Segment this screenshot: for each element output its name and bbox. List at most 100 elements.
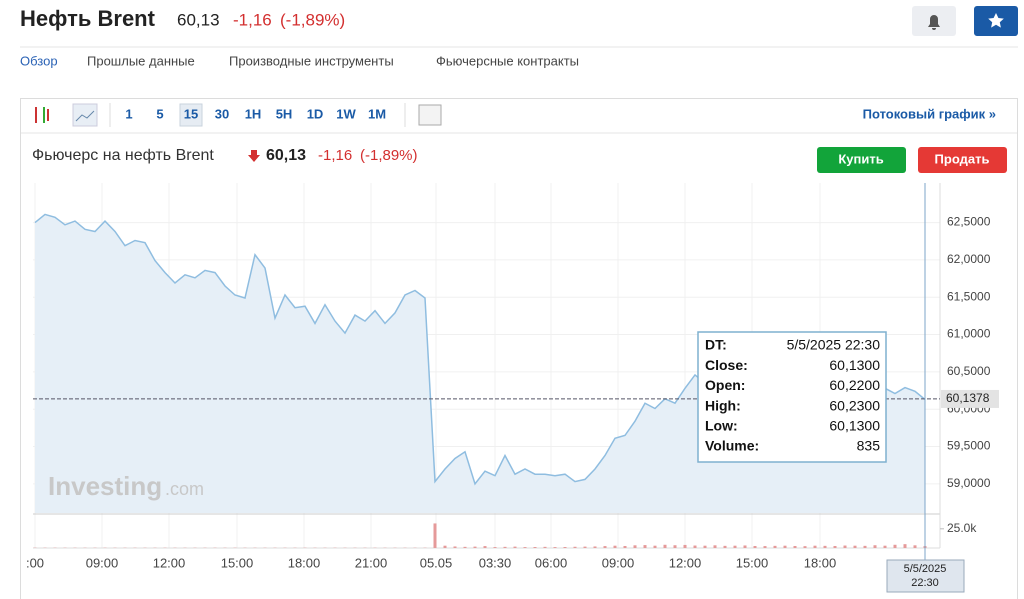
last-price-box <box>941 389 999 408</box>
x-tick-label: 06:00 <box>535 555 568 570</box>
watermark-suffix: .com <box>165 479 204 499</box>
x-tick-label: 09:00 <box>602 555 635 570</box>
volume-bar <box>453 546 457 548</box>
buy-label[interactable]: Купить <box>838 151 883 166</box>
volume-bar <box>813 545 817 548</box>
tooltip-value: 60,2200 <box>829 377 880 393</box>
x-tick-label: 05.05 <box>420 555 453 570</box>
interval[interactable]: 5 <box>156 106 163 121</box>
volume-bar <box>903 544 907 548</box>
x-tick-label: 12:00 <box>153 555 186 570</box>
x-tick-label: 09:00 <box>86 555 119 570</box>
volume-bar <box>783 545 787 548</box>
x-tick-label: 18:00 <box>804 555 837 570</box>
volume-bar <box>463 546 467 548</box>
volume-bar <box>773 545 777 548</box>
candle-icon[interactable] <box>35 107 49 123</box>
volume-bar <box>583 546 587 548</box>
tooltip-value: 5/5/2025 22:30 <box>787 337 881 353</box>
volume-bar <box>703 545 707 548</box>
sell-button[interactable] <box>918 147 1007 173</box>
sell-label[interactable]: Продать <box>935 151 990 166</box>
chart-panel <box>20 98 1018 599</box>
active-interval <box>179 103 203 127</box>
volume-bar <box>633 545 637 548</box>
volume-bar <box>643 545 647 548</box>
volume-bar <box>603 546 607 548</box>
volume-bar <box>863 545 867 548</box>
volume-bar <box>833 546 837 548</box>
tooltip-value: 60,1300 <box>829 357 880 373</box>
volume-bar <box>723 545 727 548</box>
volume-bar <box>753 546 757 548</box>
x-tick-label: 03:30 <box>479 555 512 570</box>
interval[interactable]: 1 <box>125 106 132 121</box>
stream-link[interactable]: Потоковый график » <box>863 106 996 121</box>
tooltip-key: Volume: <box>705 438 759 454</box>
area-icon[interactable] <box>72 103 98 127</box>
volume-bar <box>613 545 617 548</box>
interval[interactable]: 1H <box>245 106 262 121</box>
volume-bar <box>623 546 627 548</box>
watermark: Investing <box>48 471 162 501</box>
tooltip-key: Open: <box>705 377 745 393</box>
table-icon[interactable] <box>418 104 442 126</box>
volume-bar <box>743 545 747 548</box>
volume-bar <box>763 546 767 548</box>
chart-price: 60,13 <box>266 147 306 164</box>
chart-change-pct: (-1,89%) <box>360 147 418 164</box>
interval[interactable]: 1M <box>368 106 386 121</box>
volume-bar <box>713 545 717 548</box>
crosshair-time: 22:30 <box>911 577 939 589</box>
tooltip-key: Low: <box>705 418 738 434</box>
buy-button[interactable] <box>817 147 906 173</box>
y-tick-label: 62,0000 <box>947 252 991 266</box>
volume-bar <box>803 546 807 548</box>
x-tick-label: 12:00 <box>669 555 702 570</box>
interval[interactable]: 1W <box>336 106 356 121</box>
y-tick-label: 59,0000 <box>947 476 991 490</box>
tooltip-key: DT: <box>705 337 727 353</box>
volume-bar <box>503 546 507 548</box>
tab[interactable]: Прошлые данные <box>87 53 195 68</box>
volume-bar <box>873 545 877 548</box>
volume-bar <box>893 544 897 548</box>
x-tick-label: :00 <box>26 555 44 570</box>
volume-bar <box>573 546 577 548</box>
tab[interactable]: Производные инструменты <box>229 53 394 68</box>
interval[interactable]: 30 <box>215 106 229 121</box>
y-tick-label: 60,5000 <box>947 364 991 378</box>
star-icon <box>988 13 1004 28</box>
volume-bar <box>473 546 477 548</box>
volume-bar <box>553 547 557 548</box>
price: 60,13 <box>177 10 220 29</box>
interval[interactable]: 5H <box>276 106 293 121</box>
tooltip <box>697 331 887 463</box>
tooltip-value: 60,1300 <box>829 418 880 434</box>
chart-change: -1,16 <box>318 147 352 164</box>
y-tick-label: 62,5000 <box>947 215 991 229</box>
y-tick-label: 61,5000 <box>947 289 991 303</box>
tab[interactable]: Обзор <box>20 53 58 68</box>
tooltip-value: 60,2300 <box>829 397 880 413</box>
volume-bar <box>883 545 887 548</box>
x-tick-label: 15:00 <box>736 555 769 570</box>
volume-bar <box>483 546 487 548</box>
volume-bar <box>673 545 677 548</box>
volume-bar <box>683 544 687 548</box>
change: -1,16 <box>233 10 272 29</box>
interval[interactable]: 15 <box>184 106 198 121</box>
interval[interactable]: 1D <box>307 106 324 121</box>
crosshair-box <box>886 559 965 593</box>
volume-bar <box>823 545 827 548</box>
tab[interactable]: Фьючерсные контракты <box>436 53 579 68</box>
volume-bar <box>733 545 737 548</box>
volume-bar <box>913 545 917 548</box>
volume-bar <box>663 544 667 548</box>
volume-bar <box>793 546 797 548</box>
change-pct: (-1,89%) <box>280 10 345 29</box>
volume-bar <box>693 545 697 548</box>
chart-name: Фьючерс на нефть Brent <box>32 147 214 164</box>
volume-bar <box>543 546 547 548</box>
